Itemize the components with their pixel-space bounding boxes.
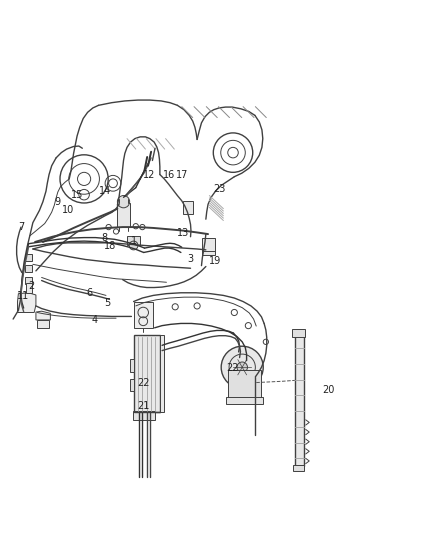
- Bar: [127, 236, 140, 246]
- Bar: [117, 203, 130, 227]
- Bar: [292, 329, 305, 337]
- Text: 12: 12: [143, 169, 155, 180]
- Text: 8: 8: [101, 233, 107, 244]
- Text: 5: 5: [104, 298, 110, 308]
- Bar: [130, 379, 134, 391]
- Bar: [226, 397, 263, 405]
- Bar: [228, 370, 261, 399]
- Text: 22: 22: [226, 363, 238, 373]
- Text: 3: 3: [187, 254, 194, 264]
- Circle shape: [237, 362, 247, 373]
- Text: 15: 15: [71, 190, 83, 200]
- Bar: [25, 277, 32, 284]
- Bar: [134, 302, 153, 328]
- Circle shape: [117, 196, 130, 208]
- Text: 7: 7: [18, 222, 24, 232]
- Text: 20: 20: [322, 385, 335, 395]
- Text: 11: 11: [17, 291, 29, 301]
- Bar: [133, 411, 155, 420]
- Text: 4: 4: [91, 315, 97, 325]
- Bar: [295, 330, 304, 466]
- Circle shape: [221, 346, 263, 388]
- Text: 17: 17: [176, 169, 188, 180]
- Bar: [25, 265, 32, 272]
- Text: 6: 6: [87, 288, 93, 298]
- Text: 10: 10: [62, 205, 74, 215]
- Bar: [37, 320, 49, 328]
- Text: 2: 2: [28, 281, 35, 291]
- Text: 9: 9: [54, 197, 60, 207]
- Text: 16: 16: [162, 169, 175, 180]
- Bar: [183, 201, 193, 214]
- Bar: [134, 335, 160, 412]
- Text: 14: 14: [99, 186, 111, 196]
- Bar: [26, 283, 32, 293]
- Text: 1: 1: [131, 236, 137, 246]
- Text: 13: 13: [177, 228, 189, 238]
- Bar: [130, 359, 134, 372]
- Polygon shape: [18, 293, 36, 312]
- Text: 23: 23: [213, 184, 225, 195]
- Bar: [293, 465, 304, 472]
- Bar: [160, 335, 164, 412]
- Polygon shape: [36, 311, 50, 320]
- Text: 19: 19: [208, 256, 221, 266]
- Bar: [25, 254, 32, 261]
- Circle shape: [129, 241, 138, 250]
- Text: 22: 22: [138, 378, 150, 389]
- Text: 21: 21: [138, 401, 150, 411]
- Bar: [202, 238, 215, 255]
- Text: 18: 18: [104, 241, 117, 252]
